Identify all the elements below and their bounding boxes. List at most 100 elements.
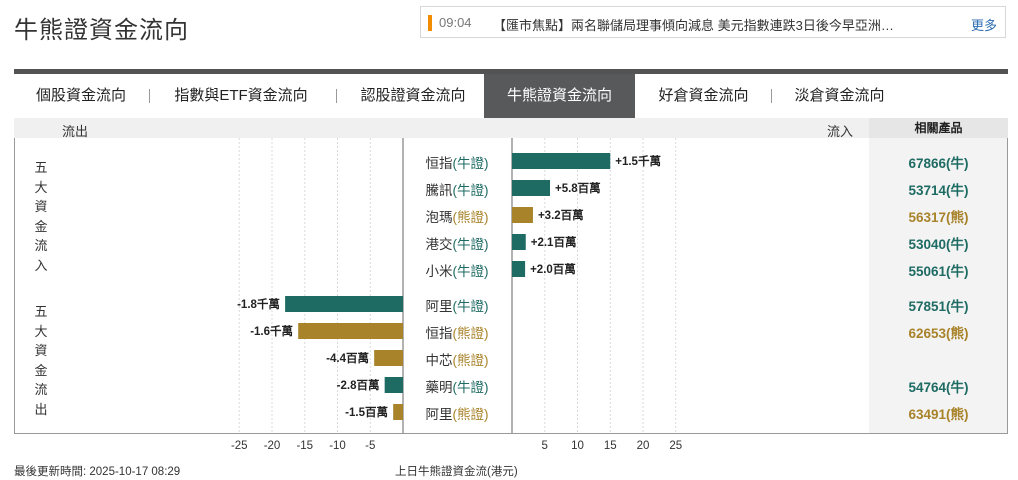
tab-cbbc-flow[interactable]: 牛熊證資金流向 xyxy=(484,74,635,118)
x-tick-label: 15 xyxy=(603,440,617,452)
related-product-code[interactable]: 54764(牛) xyxy=(908,380,969,395)
paren: ( xyxy=(452,326,458,341)
x-axis-title: 上日牛熊證資金流(港元) xyxy=(395,466,518,478)
last-updated: 最後更新時間: 2025-10-17 08:29 xyxy=(14,466,181,478)
related-product-code[interactable]: 56317(熊) xyxy=(908,210,969,225)
bar-value-label: -4.4百萬 xyxy=(326,353,369,365)
news-headline[interactable]: 【匯市焦點】兩名聯儲局理事傾向減息 美元指數連跌3日後今早亞洲… xyxy=(493,18,894,33)
paren: ( xyxy=(452,237,458,252)
outflow-label: 流出 xyxy=(62,124,89,139)
tab-short-flow[interactable]: 淡倉資金流向 xyxy=(794,87,885,104)
x-tick-label: 25 xyxy=(669,440,683,452)
paren: ) xyxy=(484,237,489,252)
bar-value-label: -1.6千萬 xyxy=(250,326,294,338)
paren: ) xyxy=(484,264,489,279)
paren: ) xyxy=(484,326,489,341)
stock-name: 藥明 xyxy=(425,380,453,395)
outflow-bar[interactable] xyxy=(393,404,403,420)
news-ticker[interactable]: 09:04 【匯市焦點】兩名聯儲局理事傾向減息 美元指數連跌3日後今早亞洲… 更… xyxy=(420,6,1006,38)
outflow-bar[interactable] xyxy=(285,296,403,312)
paren: ) xyxy=(484,183,489,198)
bar-value-label: +5.8百萬 xyxy=(554,183,601,195)
cbbc-type: 牛證 xyxy=(457,380,484,395)
stock-name: 小米 xyxy=(425,264,453,279)
paren: ( xyxy=(452,210,458,225)
tab-separator xyxy=(149,89,150,103)
news-more-link[interactable]: 更多 xyxy=(970,18,997,33)
related-product-code[interactable]: 62653(熊) xyxy=(908,326,969,341)
underlying-name[interactable]: 港交(牛證) xyxy=(402,233,512,253)
underlying-name[interactable]: 小米(牛證) xyxy=(402,260,512,280)
stock-name: 港交 xyxy=(425,237,453,252)
related-product-code[interactable]: 63491(熊) xyxy=(908,407,969,422)
stock-name: 恒指 xyxy=(425,156,453,171)
chart-frame xyxy=(14,138,1008,434)
tab-index-etf-flow[interactable]: 指數與ETF資金流向 xyxy=(174,87,308,104)
paren: ( xyxy=(452,380,458,395)
stock-name: 中芯 xyxy=(425,353,453,368)
bar-value-label: +2.1百萬 xyxy=(530,237,577,249)
underlying-name[interactable]: 阿里(牛證) xyxy=(402,295,512,315)
tab-warrant-flow[interactable]: 認股證資金流向 xyxy=(360,87,466,104)
cbbc-type: 熊證 xyxy=(457,407,484,422)
bar-value-label: +1.5千萬 xyxy=(615,156,661,168)
inflow-bar[interactable] xyxy=(512,234,526,250)
underlying-name[interactable]: 恒指(熊證) xyxy=(402,322,512,342)
cbbc-type: 牛證 xyxy=(457,264,484,279)
underlying-name[interactable]: 藥明(牛證) xyxy=(402,376,512,396)
paren: ( xyxy=(452,299,458,314)
bar-value-label: +3.2百萬 xyxy=(537,210,584,222)
tab-separator xyxy=(771,89,772,103)
related-product-code[interactable]: 67866(牛) xyxy=(908,156,969,171)
paren: ( xyxy=(452,264,458,279)
tab-bar: 個股資金流向 指數與ETF資金流向 認股證資金流向 牛熊證資金流向 好倉資金流向… xyxy=(14,74,1008,118)
outflow-group-label: 五大資金流出 xyxy=(34,304,48,417)
inflow-bar[interactable] xyxy=(512,180,550,196)
paren: ) xyxy=(484,299,489,314)
related-product-code[interactable]: 53040(牛) xyxy=(908,237,969,252)
outflow-bar[interactable] xyxy=(298,323,403,339)
related-products-column xyxy=(869,138,1008,434)
news-time: 09:04 xyxy=(439,15,472,30)
bar-value-label: -1.5百萬 xyxy=(345,407,388,419)
inflow-bar[interactable] xyxy=(512,153,611,169)
page-title: 牛熊證資金流向 xyxy=(14,17,189,44)
underlying-name[interactable]: 中芯(熊證) xyxy=(402,349,512,369)
paren: ( xyxy=(452,183,458,198)
tab-stock-flow[interactable]: 個股資金流向 xyxy=(35,87,126,104)
x-tick-label: 10 xyxy=(571,440,584,452)
cbbc-type: 熊證 xyxy=(457,210,484,225)
chart-header-row: 流出 流入 相關產品 xyxy=(14,118,1008,139)
bar-value-label: +2.0百萬 xyxy=(530,264,576,276)
x-tick-label: -5 xyxy=(365,440,376,452)
x-tick-label: 20 xyxy=(636,440,650,452)
related-product-code[interactable]: 57851(牛) xyxy=(908,299,969,314)
stock-name: 恒指 xyxy=(425,326,453,341)
cbbc-type: 熊證 xyxy=(457,326,484,341)
cbbc-type: 牛證 xyxy=(457,156,484,171)
paren: ( xyxy=(452,353,458,368)
bar-value-label: -1.8千萬 xyxy=(237,299,280,311)
paren: ) xyxy=(484,407,489,422)
related-products-header: 相關產品 xyxy=(869,118,1008,138)
related-product-code[interactable]: 55061(牛) xyxy=(908,264,969,279)
x-tick-label: -25 xyxy=(230,440,248,452)
underlying-name[interactable]: 阿里(熊證) xyxy=(402,403,512,423)
x-tick-label: 5 xyxy=(541,440,548,452)
paren: ( xyxy=(452,156,458,171)
underlying-name[interactable]: 恒指(牛證) xyxy=(402,152,512,172)
outflow-bar[interactable] xyxy=(384,377,403,393)
inflow-label: 流入 xyxy=(827,124,854,139)
inflow-bar[interactable] xyxy=(512,207,533,223)
underlying-name[interactable]: 騰訊(牛證) xyxy=(402,179,512,199)
paren: ) xyxy=(484,380,489,395)
related-product-code[interactable]: 53714(牛) xyxy=(908,183,969,198)
paren: ) xyxy=(484,156,489,171)
cbbc-type: 牛證 xyxy=(457,237,484,252)
tab-long-flow[interactable]: 好倉資金流向 xyxy=(658,87,749,104)
underlying-name[interactable]: 泡瑪(熊證) xyxy=(402,206,512,226)
cbbc-type: 牛證 xyxy=(457,183,484,198)
inflow-bar[interactable] xyxy=(512,261,526,277)
outflow-bar[interactable] xyxy=(374,350,403,366)
